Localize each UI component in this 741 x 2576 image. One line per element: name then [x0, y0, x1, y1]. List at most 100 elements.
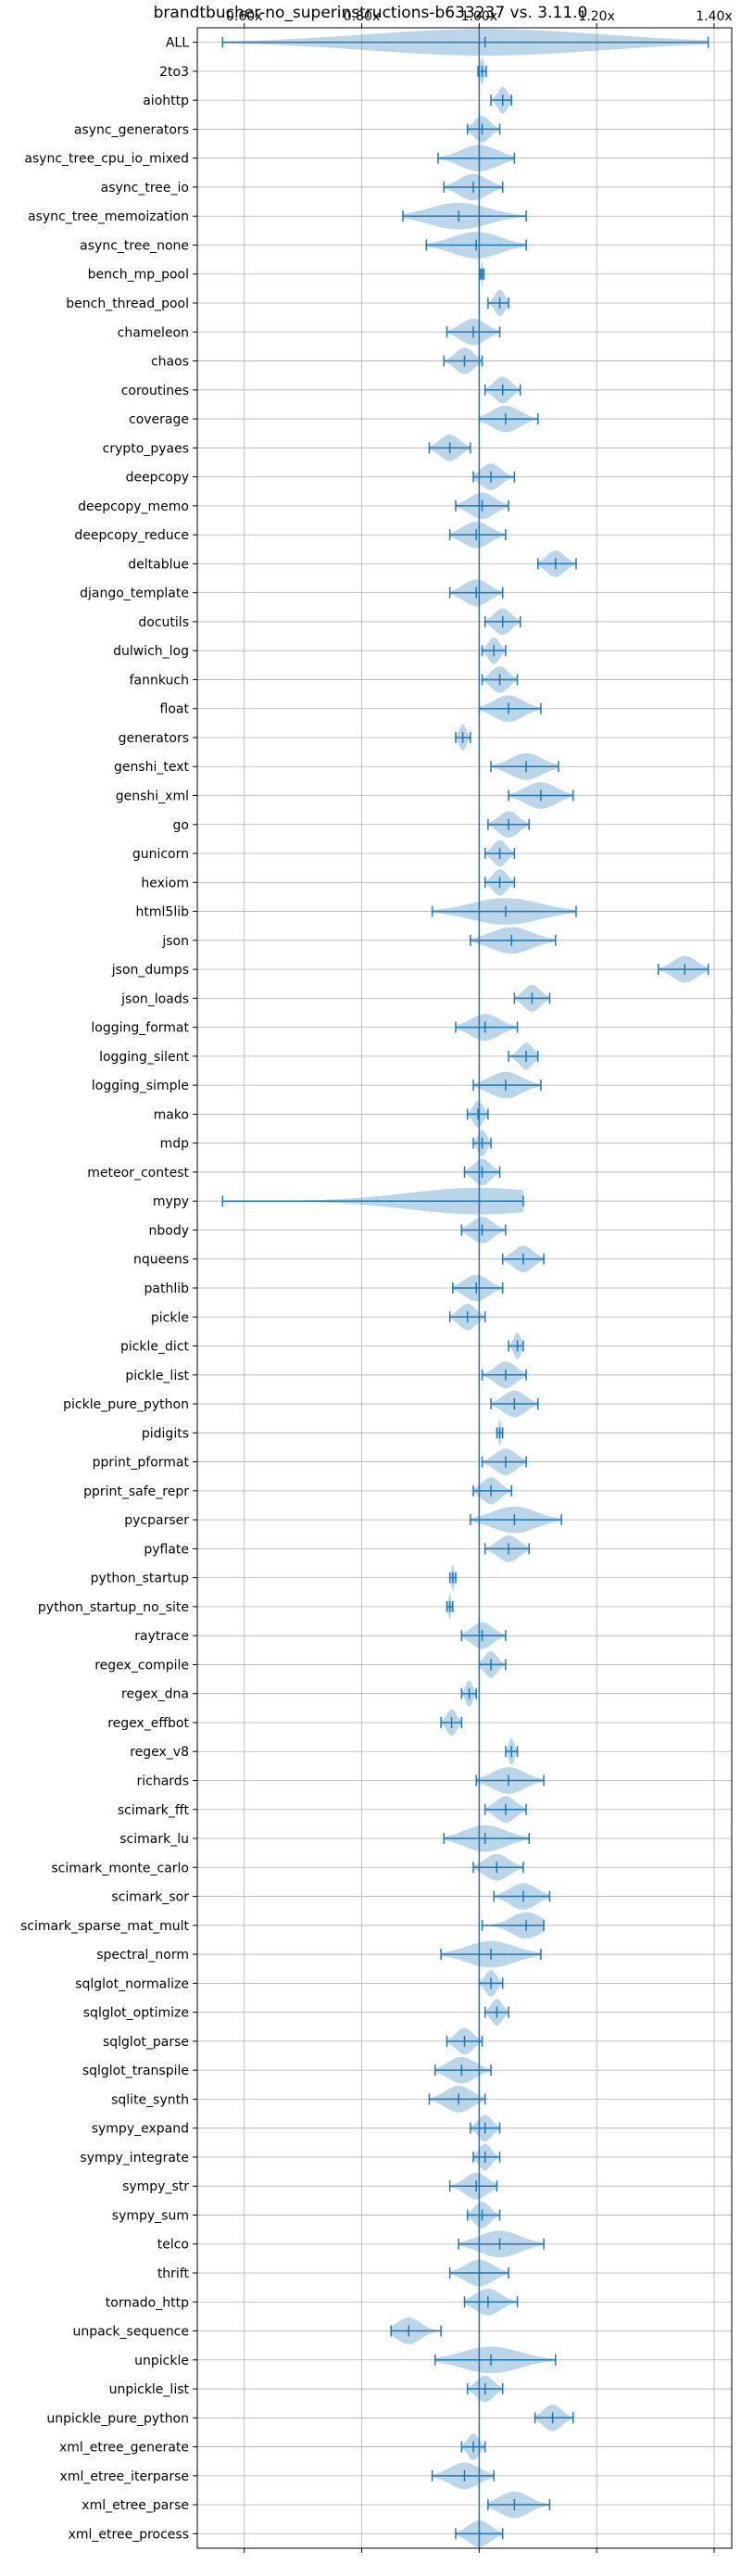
benchmark-label: django_template: [80, 587, 189, 601]
benchmark-label: coverage: [129, 412, 189, 427]
violin-async_tree_io: [443, 173, 504, 201]
violin-scimark_sparse_mat_mult: [481, 1912, 545, 1939]
benchmark-label: float: [160, 702, 190, 717]
benchmark-label: mdp: [160, 1137, 190, 1152]
violin-sqlglot_optimize: [484, 1999, 509, 2026]
benchmark-label: unpack_sequence: [73, 2325, 189, 2340]
violin-regex_dna: [460, 1680, 477, 1708]
violin-sqlite_synth: [428, 2086, 486, 2113]
violin-regex_effbot: [440, 1709, 463, 1736]
violin-gunicorn: [484, 840, 516, 867]
violin-python_startup: [448, 1564, 457, 1592]
violin-json: [470, 927, 557, 954]
benchmark-label: logging_format: [91, 1021, 189, 1036]
benchmark-label: scimark_fft: [118, 1803, 190, 1818]
benchmark-label: scimark_sparse_mat_mult: [20, 1919, 189, 1934]
x-axis-ticks: 0.60x 0.80x 1.00x 1.20x 1.40x: [193, 9, 733, 2553]
benchmark-label: richards: [137, 1774, 190, 1788]
violin-raytrace: [460, 1622, 507, 1649]
benchmark-label: logging_silent: [99, 1050, 189, 1065]
benchmark-label: pyflate: [144, 1542, 189, 1557]
benchmark-label: deepcopy: [126, 471, 189, 486]
violin-genshi_xml: [508, 782, 574, 809]
violin-json_loads: [513, 984, 551, 1012]
violin-ALL: [221, 29, 710, 56]
benchmark-label: regex_dna: [121, 1687, 189, 1702]
benchmark-label: generators: [119, 731, 189, 746]
benchmark-label: bench_mp_pool: [88, 268, 189, 283]
benchmark-label: unpickle_pure_python: [46, 2411, 189, 2426]
violin-docutils: [484, 608, 521, 636]
benchmark-label: html5lib: [136, 905, 190, 920]
violin-float: [478, 695, 542, 723]
violin-sqlglot_parse: [446, 2027, 484, 2055]
violin-unpack_sequence: [390, 2317, 442, 2344]
violin-scimark_fft: [484, 1796, 527, 1824]
benchmark-label: pickle_pure_python: [63, 1397, 189, 1412]
benchmark-label: regex_compile: [94, 1658, 189, 1673]
x-tick-label: 1.00x: [461, 9, 497, 24]
violin-scimark_lu: [443, 1825, 530, 1852]
violin-fannkuch: [481, 666, 519, 693]
benchmark-label: async_tree_memoization: [28, 209, 189, 224]
benchmark-label: sqlglot_optimize: [83, 2006, 189, 2021]
benchmark-label: deepcopy_reduce: [74, 528, 189, 543]
violin-python_startup_no_site: [446, 1593, 454, 1621]
violin-sqlglot_transpile: [434, 2056, 492, 2084]
plot-frame: [196, 27, 733, 2549]
benchmark-label: unpickle_list: [109, 2382, 190, 2397]
violin-deepcopy_reduce: [448, 521, 507, 549]
violin-sympy_expand: [470, 2115, 501, 2142]
violin-pickle_pure_python: [490, 1390, 539, 1418]
x-tick-label: 1.40x: [696, 9, 732, 24]
benchmark-label: pathlib: [144, 1282, 190, 1296]
benchmark-label: scimark_sor: [111, 1890, 189, 1905]
benchmark-label: async_tree_cpu_io_mixed: [24, 152, 189, 167]
violin-sympy_str: [448, 2172, 498, 2200]
benchmark-label: regex_effbot: [107, 1716, 189, 1731]
violin-deepcopy_memo: [455, 492, 509, 520]
benchmark-label: sympy_sum: [112, 2208, 189, 2223]
violin-django_template: [448, 579, 504, 607]
violin-pidigits: [496, 1419, 504, 1446]
violin-coroutines: [484, 376, 521, 404]
violin-async_tree_none: [425, 232, 527, 259]
benchmark-label: docutils: [138, 615, 189, 630]
benchmark-label: genshi_xml: [116, 789, 189, 804]
violin-json_dumps: [657, 955, 710, 983]
violin-pickle_list: [481, 1361, 527, 1389]
violin-hexiom: [484, 868, 516, 896]
violin-async_generators: [466, 116, 501, 143]
benchmark-label: pickle_dict: [120, 1340, 190, 1355]
violin-mdp: [472, 1130, 492, 1157]
violin-pycparser: [470, 1506, 562, 1534]
violin-telco: [458, 2230, 545, 2258]
violin-pathlib: [452, 1274, 504, 1302]
violin-regex_v8: [505, 1737, 519, 1765]
violin-deepcopy: [472, 463, 516, 490]
benchmark-label: fannkuch: [130, 673, 189, 688]
violin-scimark_monte_carlo: [472, 1853, 524, 1881]
benchmark-label: async_tree_io: [101, 181, 189, 196]
benchmark-label: pickle_list: [125, 1369, 189, 1383]
violin-unpickle_list: [466, 2375, 504, 2403]
benchmark-label: python_startup: [91, 1572, 189, 1586]
violin-layer: [221, 28, 710, 2548]
benchmark-label: 2to3: [159, 65, 189, 80]
benchmark-label: telco: [157, 2238, 189, 2253]
benchmark-label: chaos: [151, 355, 189, 370]
violin-genshi_text: [490, 752, 559, 780]
benchmark-label: dulwich_log: [113, 644, 189, 659]
violin-sympy_integrate: [472, 2143, 501, 2171]
violin-thrift: [448, 2259, 509, 2287]
benchmark-label: sqlite_synth: [111, 2092, 189, 2107]
violin-async_tree_memoization: [402, 202, 527, 230]
violin-chaos: [443, 347, 484, 374]
benchmark-label: sqlglot_transpile: [82, 2064, 189, 2078]
violin-2to3: [477, 57, 487, 85]
benchmark-label: hexiom: [141, 876, 189, 890]
benchmark-label: deepcopy_memo: [78, 499, 189, 514]
benchmark-label: sqlglot_normalize: [75, 1976, 189, 1991]
violin-nbody: [460, 1217, 507, 1244]
